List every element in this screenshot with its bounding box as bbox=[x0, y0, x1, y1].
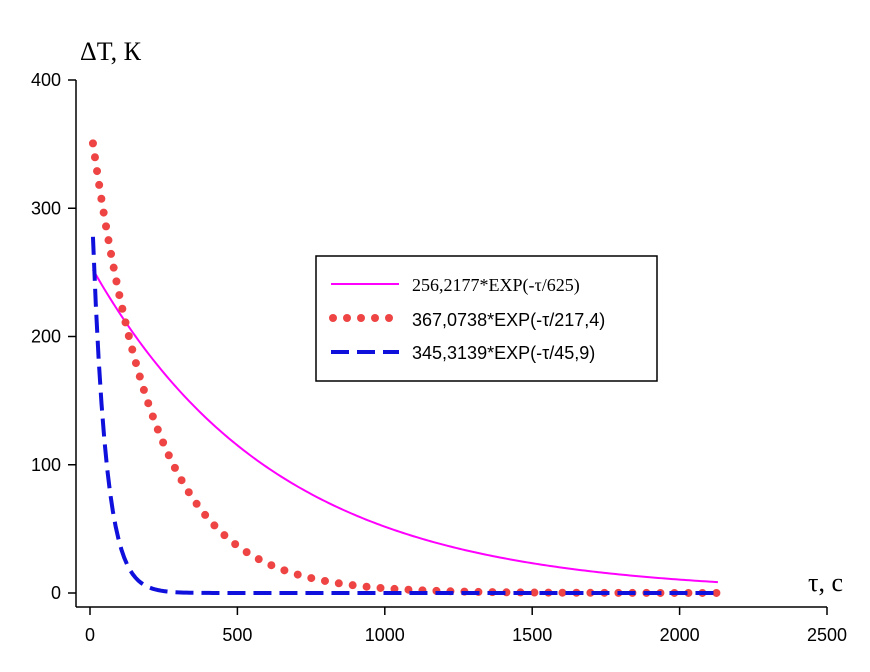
series-line-2 bbox=[88, 139, 722, 597]
y-tick-label: 200 bbox=[31, 327, 61, 347]
x-tick-label: 0 bbox=[85, 625, 95, 645]
legend-label-3: 345,3139*EXP(-τ/45,9) bbox=[412, 343, 595, 363]
series-lines bbox=[88, 139, 722, 597]
legend-dot bbox=[385, 314, 393, 322]
x-tick-label: 1000 bbox=[365, 625, 405, 645]
axes bbox=[75, 80, 827, 608]
series-line-1 bbox=[92, 269, 718, 584]
y-tick-label: 100 bbox=[31, 455, 61, 475]
y-tick-label: 300 bbox=[31, 198, 61, 218]
legend-swatch-dotted bbox=[329, 314, 393, 322]
x-axis-title: τ, с bbox=[808, 568, 843, 597]
legend-dot bbox=[343, 314, 351, 322]
y-tick-label: 0 bbox=[51, 583, 61, 603]
legend-dot bbox=[357, 314, 365, 322]
x-ticks: 0 500 1000 1500 2000 2500 bbox=[85, 607, 847, 645]
y-axis-title: ΔT, К bbox=[80, 37, 142, 66]
legend-dot bbox=[371, 314, 379, 322]
legend-label-1: 256,2177*EXP(-τ/625) bbox=[412, 275, 580, 296]
legend-label-2: 367,0738*EXP(-τ/217,4) bbox=[412, 310, 605, 330]
x-tick-label: 2500 bbox=[807, 625, 847, 645]
x-tick-label: 1500 bbox=[512, 625, 552, 645]
x-tick-label: 2000 bbox=[660, 625, 700, 645]
legend: 256,2177*EXP(-τ/625) 367,0738*EXP(-τ/217… bbox=[315, 255, 658, 382]
y-ticks: 0 100 200 300 400 bbox=[31, 70, 76, 603]
y-tick-label: 400 bbox=[31, 70, 61, 90]
legend-dot bbox=[329, 314, 337, 322]
x-tick-label: 500 bbox=[222, 625, 252, 645]
